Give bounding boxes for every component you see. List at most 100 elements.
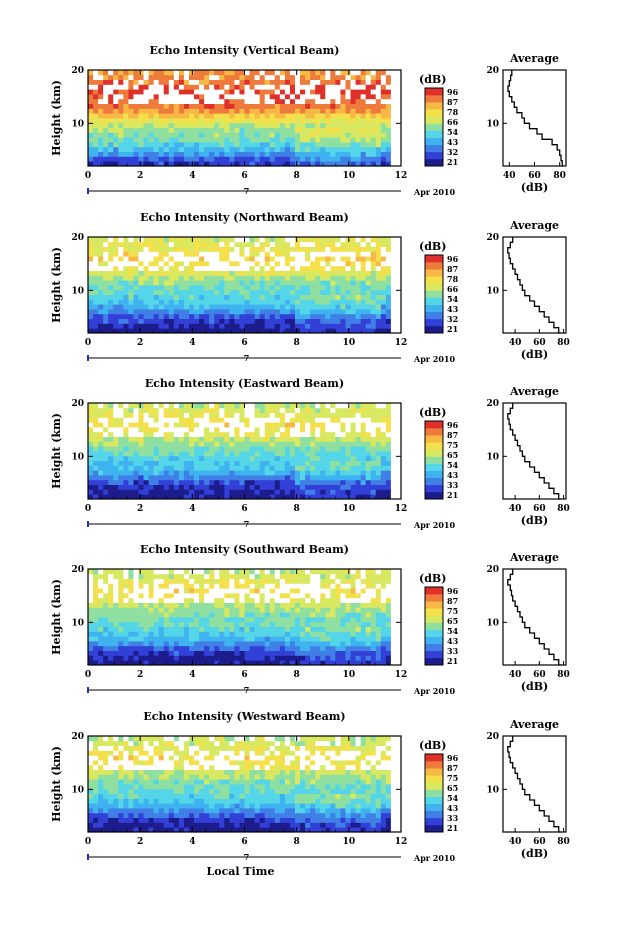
heatmap-cell	[219, 270, 225, 276]
heatmap-cell	[294, 70, 301, 76]
heatmap-cell	[350, 645, 356, 651]
heatmap-cell	[385, 650, 392, 656]
heatmap-cell	[168, 323, 175, 329]
heatmap-cell	[264, 313, 271, 319]
heatmap-cell	[310, 645, 316, 651]
heatmap-cell	[204, 241, 210, 247]
heatmap-cell	[204, 427, 210, 433]
heatmap-cell	[178, 455, 185, 461]
heatmap-cell	[249, 265, 255, 271]
heatmap-cell	[113, 256, 119, 262]
heatmap-cell	[305, 108, 311, 114]
heatmap-cell	[98, 122, 104, 128]
heatmap-cell	[229, 641, 235, 647]
heatmap-cell	[269, 328, 276, 334]
heatmap-cell	[305, 446, 311, 452]
heatmap-cell	[300, 237, 306, 243]
heatmap-cell	[209, 294, 215, 300]
heatmap-cell	[259, 251, 266, 257]
heatmap-cell	[204, 441, 210, 447]
heatmap-cell	[108, 122, 114, 128]
heatmap-cell	[229, 631, 235, 637]
heatmap-cell	[315, 446, 321, 452]
heatmap-cell	[264, 412, 271, 418]
heatmap-cell	[365, 641, 372, 647]
heatmap-cell	[138, 280, 144, 286]
heatmap-cell	[103, 412, 109, 418]
heatmap-cell	[310, 161, 316, 167]
heatmap-cell	[133, 403, 139, 409]
heatmap-cell	[219, 460, 225, 466]
heatmap-cell	[380, 636, 387, 642]
heatmap-cell	[178, 422, 185, 428]
heatmap-cell	[88, 98, 94, 104]
heatmap-cell	[370, 475, 377, 481]
heatmap-cell	[365, 265, 372, 271]
heatmap-cell	[93, 593, 99, 599]
heatmap-cell	[294, 484, 301, 490]
heatmap-cell	[315, 103, 321, 109]
heatmap-cell	[274, 328, 281, 334]
heatmap-cell	[320, 607, 326, 613]
heatmap-cell	[375, 108, 382, 114]
heatmap-cell	[390, 132, 397, 138]
profile-x-tick-label: 40	[503, 171, 516, 181]
heatmap-cell	[264, 465, 271, 471]
heatmap-cell	[98, 470, 104, 476]
heatmap-cell	[340, 407, 346, 413]
heatmap-cell	[108, 441, 114, 447]
heatmap-cell	[183, 84, 190, 90]
heatmap-cell	[98, 103, 104, 109]
heatmap-cell	[244, 280, 250, 286]
heatmap-cell	[93, 617, 99, 623]
heatmap-cell	[178, 660, 185, 666]
heatmap-cell	[158, 89, 165, 95]
heatmap-cell	[209, 328, 215, 334]
heatmap-cell	[234, 403, 240, 409]
heatmap-cell	[259, 265, 266, 271]
heatmap-cell	[153, 626, 160, 632]
heatmap-cell	[163, 645, 170, 651]
heatmap-cell	[330, 89, 336, 95]
heatmap-cell	[158, 294, 165, 300]
heatmap-cell	[143, 484, 149, 490]
heatmap-cell	[138, 470, 144, 476]
heatmap-cell	[310, 122, 316, 128]
heatmap-cell	[128, 431, 134, 437]
heatmap-cell	[269, 446, 276, 452]
heatmap-cell	[300, 436, 306, 442]
heatmap-cell	[355, 289, 362, 295]
heatmap-cell	[284, 479, 291, 485]
heatmap-cell	[219, 407, 225, 413]
heatmap-cell	[123, 475, 129, 481]
heatmap-cell	[108, 597, 114, 603]
heatmap-cell	[88, 84, 94, 90]
colorbar-tick-label: 65	[447, 450, 458, 460]
heatmap-cell	[123, 645, 129, 651]
heatmap-cell	[234, 607, 240, 613]
heatmap-cell	[370, 151, 377, 157]
heatmap-cell	[173, 427, 180, 433]
heatmap-cell	[390, 318, 397, 324]
heatmap-cell	[93, 455, 99, 461]
heatmap-cell	[345, 612, 351, 618]
heatmap-cell	[194, 304, 200, 310]
heatmap-cell	[143, 237, 149, 243]
heatmap-cell	[229, 137, 235, 143]
heatmap-cell	[335, 261, 341, 267]
heatmap-cell	[178, 484, 185, 490]
heatmap-cell	[98, 251, 104, 257]
heatmap-cell	[113, 98, 119, 104]
heatmap-cell	[163, 612, 170, 618]
heatmap-cell	[173, 156, 180, 162]
heatmap-cell	[138, 479, 144, 485]
heatmap-cell	[289, 313, 296, 319]
heatmap-cell	[320, 489, 326, 495]
heatmap-cell	[133, 441, 139, 447]
heatmap-cell	[173, 441, 180, 447]
heatmap-cell	[133, 626, 139, 632]
heatmap-cell	[345, 74, 351, 80]
heatmap-cell	[345, 422, 351, 428]
heatmap-cell	[163, 427, 170, 433]
heatmap-cell	[249, 113, 255, 119]
